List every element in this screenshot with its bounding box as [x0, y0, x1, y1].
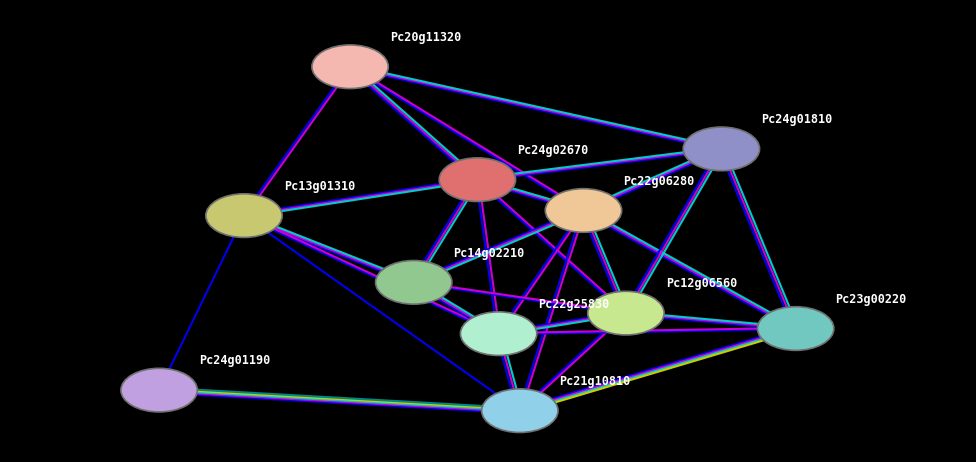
- Text: Pc22g06280: Pc22g06280: [624, 175, 695, 188]
- Text: Pc12g06560: Pc12g06560: [666, 278, 737, 291]
- Text: Pc21g10810: Pc21g10810: [559, 375, 630, 388]
- Text: Pc22g25830: Pc22g25830: [539, 298, 610, 311]
- Ellipse shape: [439, 158, 515, 201]
- Ellipse shape: [546, 188, 622, 232]
- Ellipse shape: [461, 312, 537, 355]
- Ellipse shape: [376, 261, 452, 304]
- Ellipse shape: [121, 368, 197, 412]
- Ellipse shape: [206, 194, 282, 237]
- Text: Pc24g01810: Pc24g01810: [761, 113, 833, 126]
- Text: Pc20g11320: Pc20g11320: [389, 31, 461, 44]
- Ellipse shape: [588, 292, 664, 335]
- Text: Pc24g01190: Pc24g01190: [199, 354, 270, 367]
- Ellipse shape: [312, 45, 388, 89]
- Text: Pc24g02670: Pc24g02670: [517, 144, 589, 157]
- Ellipse shape: [481, 389, 558, 432]
- Text: Pc23g00220: Pc23g00220: [835, 293, 907, 306]
- Ellipse shape: [757, 307, 834, 350]
- Text: Pc14g02210: Pc14g02210: [454, 247, 525, 260]
- Ellipse shape: [683, 127, 759, 170]
- Text: Pc13g01310: Pc13g01310: [284, 180, 355, 193]
